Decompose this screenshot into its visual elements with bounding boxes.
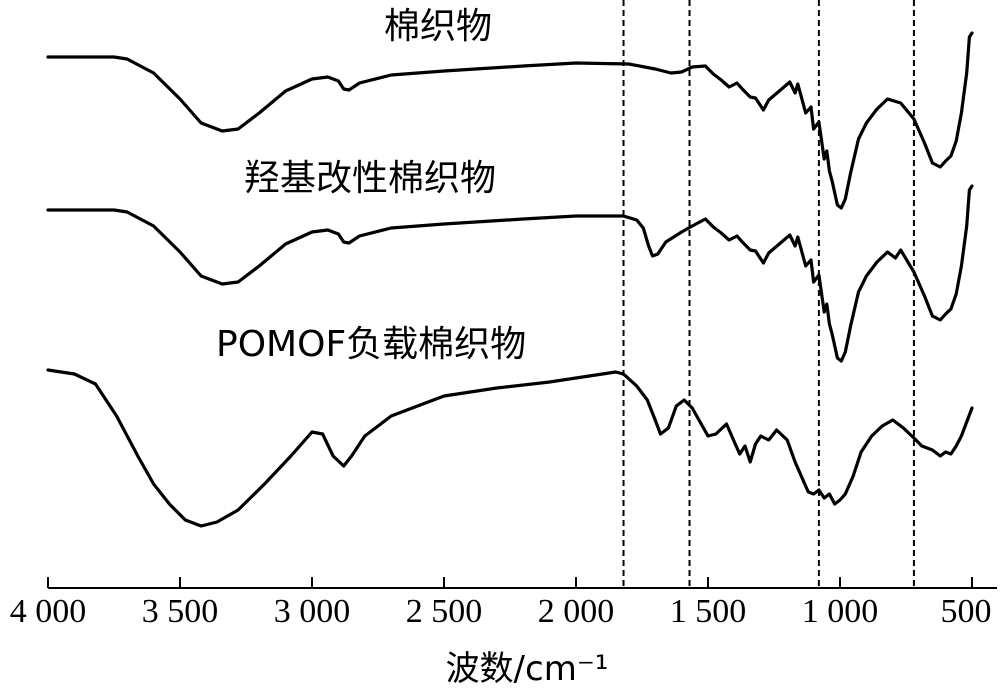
x-tick-label: 3 000: [274, 593, 351, 630]
x-axis-ticks: 4 000 3 500 3 000 2 500 2 000 1 500 1 000 500: [10, 577, 992, 630]
spectrum-line-3: [46, 368, 974, 528]
spectrum-line-2: [46, 184, 974, 363]
x-axis-title: 波数/cm⁻¹: [446, 649, 609, 689]
series-label-pomof-loaded: POMOF负载棉织物: [216, 324, 526, 365]
reference-lines: [622, 0, 915, 586]
x-tick-label: 3 500: [142, 593, 219, 630]
x-tick-label: 2 000: [538, 593, 615, 630]
series-label-cotton: 棉织物: [384, 6, 492, 47]
spectra-curves: [46, 31, 974, 528]
series-label-hydroxyl-modified: 羟基改性棉织物: [244, 158, 496, 199]
x-tick-label: 500: [941, 593, 992, 630]
x-tick-label: 2 500: [406, 593, 483, 630]
x-tick-label: 4 000: [10, 593, 87, 630]
x-tick-label: 1 500: [670, 593, 747, 630]
x-tick-label: 1 000: [802, 593, 879, 630]
spectrum-line-1: [46, 31, 974, 210]
